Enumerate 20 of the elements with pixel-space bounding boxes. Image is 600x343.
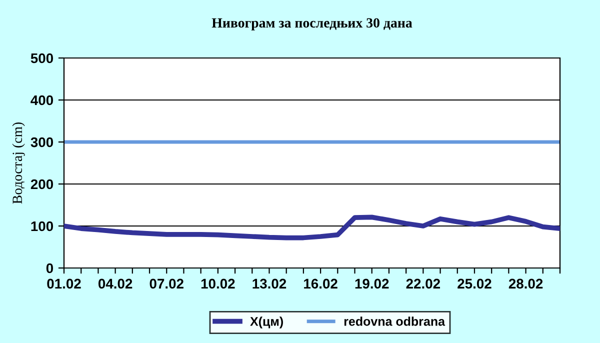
chart-title: Нивограм за последњих 30 дана	[212, 18, 412, 30]
x-tick-label: 16.02	[304, 278, 338, 289]
legend-label: redovna odbrana	[344, 316, 446, 326]
y-tick-label: 0	[46, 263, 54, 274]
x-tick-label: 10.02	[201, 278, 235, 289]
x-tick-label: 22.02	[406, 278, 440, 289]
legend-label: X(цм)	[250, 316, 283, 328]
x-tick-label: 25.02	[458, 278, 492, 289]
y-tick-label: 400	[30, 95, 54, 106]
y-tick-label: 100	[31, 221, 54, 232]
x-tick-label: 19.02	[355, 278, 389, 289]
y-axis-title: Водостај (cm)	[12, 122, 25, 204]
y-tick-label: 200	[30, 179, 54, 190]
y-tick-label: 300	[30, 137, 54, 148]
x-tick-label: 28.02	[508, 278, 543, 289]
x-tick-label: 04.02	[98, 278, 132, 289]
y-tick-label: 500	[30, 53, 54, 64]
x-tick-label: 13.02	[252, 278, 286, 289]
x-tick-label: 07.02	[150, 278, 184, 289]
x-tick-label: 01.02	[47, 278, 81, 289]
